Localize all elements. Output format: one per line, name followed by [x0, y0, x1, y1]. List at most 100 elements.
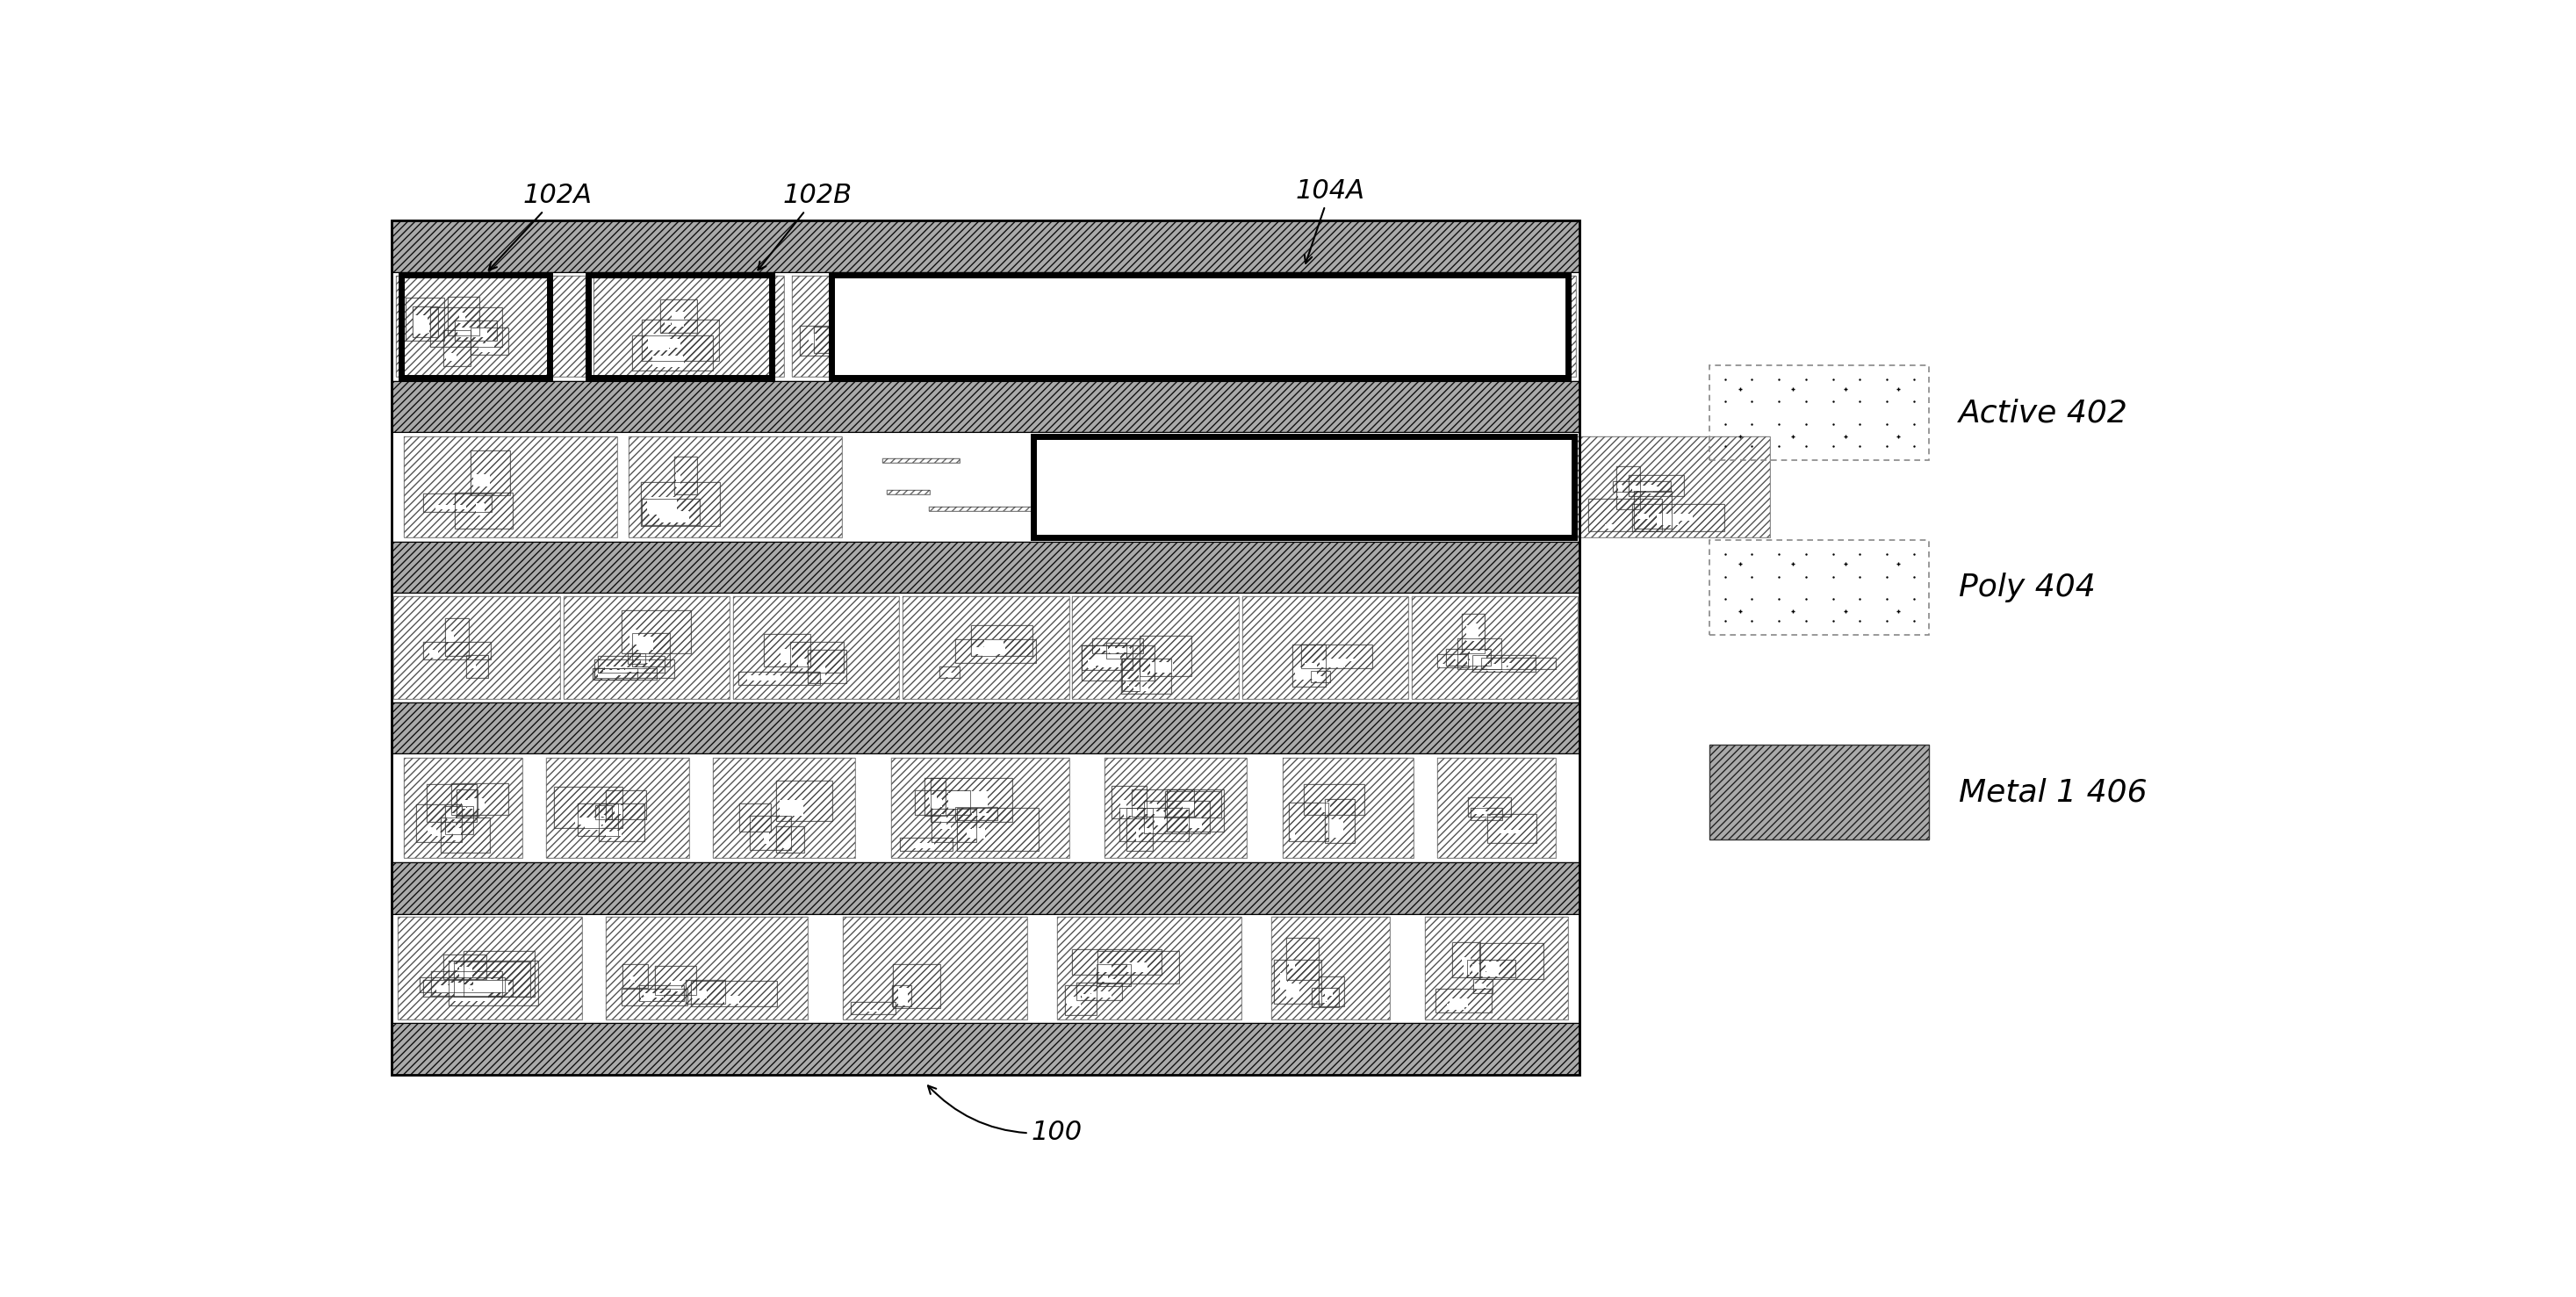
Bar	[430, 307, 502, 346]
Text: 102B: 102B	[757, 183, 853, 270]
Bar	[1455, 346, 1468, 351]
Bar	[775, 781, 832, 821]
Bar	[1589, 499, 1662, 530]
Bar	[443, 955, 487, 979]
Bar	[1033, 437, 1574, 537]
Bar	[971, 813, 987, 816]
Bar	[1056, 917, 1242, 1019]
Bar	[420, 977, 505, 992]
Bar	[1198, 492, 1208, 501]
Bar	[714, 757, 855, 859]
Bar	[675, 457, 698, 494]
Bar	[1162, 488, 1185, 512]
Bar	[1285, 938, 1319, 981]
Bar	[621, 611, 690, 652]
Bar	[750, 816, 791, 850]
Bar	[1172, 470, 1255, 502]
Bar	[1437, 757, 1556, 859]
Bar	[1208, 305, 1275, 344]
Bar	[1255, 300, 1324, 341]
Bar	[629, 629, 639, 645]
Bar	[1285, 938, 1319, 981]
Bar	[456, 790, 477, 816]
Bar	[631, 656, 634, 660]
Bar	[1185, 468, 1247, 499]
Bar	[621, 611, 690, 652]
Bar	[1072, 597, 1239, 699]
Bar	[1056, 917, 1242, 1019]
Bar	[595, 660, 675, 678]
Bar	[1466, 960, 1515, 978]
Bar	[1311, 988, 1340, 1006]
Bar	[1087, 659, 1095, 668]
Bar	[1471, 808, 1502, 820]
Bar	[1097, 965, 1131, 986]
Bar	[474, 988, 492, 994]
Bar	[641, 650, 649, 663]
Bar	[392, 1023, 1579, 1074]
Bar	[1450, 999, 1468, 1006]
Bar	[1455, 655, 1461, 659]
Bar	[1172, 470, 1255, 502]
Bar	[1710, 744, 1929, 839]
Bar	[1255, 354, 1298, 370]
Bar	[860, 303, 951, 339]
Bar	[1283, 757, 1414, 859]
Bar	[1319, 977, 1345, 1006]
Bar	[1710, 366, 1929, 460]
Bar	[404, 757, 523, 859]
Bar	[1270, 917, 1388, 1019]
Bar	[1445, 648, 1492, 665]
Bar	[464, 951, 536, 997]
Bar	[629, 652, 644, 664]
Bar	[430, 650, 438, 658]
Bar	[595, 276, 783, 376]
Bar	[631, 977, 634, 982]
Bar	[1167, 790, 1224, 831]
Bar	[1710, 744, 1929, 839]
Bar	[1453, 942, 1479, 978]
Bar	[1059, 348, 1131, 363]
Bar	[1144, 800, 1211, 833]
Bar	[1288, 803, 1329, 840]
Bar	[1159, 492, 1260, 523]
Bar	[1260, 361, 1265, 367]
Bar	[933, 804, 938, 809]
Bar	[448, 961, 538, 1005]
Bar	[392, 272, 1579, 381]
Bar	[1141, 636, 1193, 676]
Bar	[1066, 297, 1115, 341]
Bar	[1481, 658, 1556, 669]
Bar	[595, 669, 639, 680]
Bar	[868, 1010, 878, 1012]
Bar	[1126, 808, 1151, 851]
Bar	[626, 668, 644, 672]
Bar	[1159, 492, 1260, 523]
Bar	[564, 597, 729, 699]
Bar	[417, 804, 461, 842]
Bar	[894, 322, 917, 331]
Bar	[1435, 990, 1492, 1013]
Bar	[842, 294, 907, 336]
Bar	[1466, 960, 1515, 978]
Bar	[685, 981, 724, 1004]
Bar	[899, 838, 953, 851]
Bar	[1332, 822, 1345, 835]
Bar	[464, 332, 482, 336]
Bar	[1242, 597, 1409, 699]
Bar	[1468, 660, 1484, 667]
Bar	[1128, 437, 1342, 537]
Bar	[966, 829, 981, 838]
Bar	[1481, 816, 1492, 818]
Bar	[1100, 654, 1121, 668]
Bar	[631, 336, 714, 371]
Bar	[1030, 302, 1074, 336]
Bar	[1066, 297, 1115, 341]
Bar	[1327, 659, 1358, 661]
Bar	[1618, 485, 1623, 497]
Bar	[1321, 802, 1329, 812]
Bar	[641, 319, 719, 361]
Bar	[659, 300, 698, 333]
Bar	[392, 220, 1579, 272]
Bar	[1633, 505, 1723, 530]
